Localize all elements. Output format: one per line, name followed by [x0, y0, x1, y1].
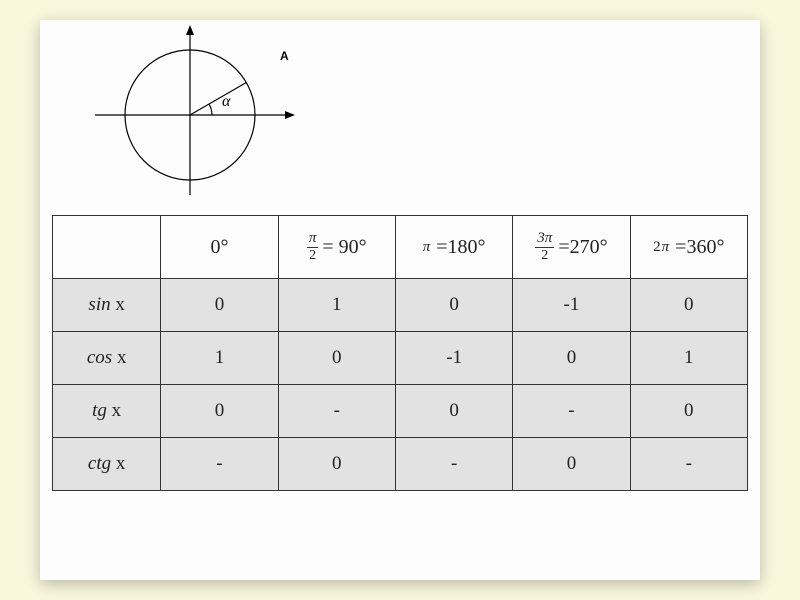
- row-label-sin: sin x: [53, 279, 161, 332]
- row-label-cos: cos x: [53, 332, 161, 385]
- cell: 0: [630, 385, 747, 438]
- cell: 0: [278, 332, 395, 385]
- header-0deg: 0°: [161, 216, 278, 279]
- cell: -1: [395, 332, 512, 385]
- cell: -: [161, 438, 278, 491]
- row-label-ctg: ctg x: [53, 438, 161, 491]
- cell: 1: [278, 279, 395, 332]
- x-axis-arrow: [285, 111, 295, 119]
- trig-values-table: 0° π 2 = 90° π =180°: [52, 215, 748, 491]
- cell: -: [630, 438, 747, 491]
- cell: 0: [278, 438, 395, 491]
- table-header-row: 0° π 2 = 90° π =180°: [53, 216, 748, 279]
- cell: 0: [630, 279, 747, 332]
- row-label-tg: tg x: [53, 385, 161, 438]
- cell: -: [395, 438, 512, 491]
- angle-arc: [209, 104, 212, 115]
- cell: 1: [630, 332, 747, 385]
- point-label: A: [280, 49, 289, 63]
- unit-circle-svg: A α: [80, 20, 300, 210]
- cell: 1: [161, 332, 278, 385]
- table-row: cos x 1 0 -1 0 1: [53, 332, 748, 385]
- radius-line: [190, 83, 246, 116]
- cell: 0: [161, 385, 278, 438]
- header-360deg: 2π =360°: [630, 216, 747, 279]
- header-90deg: π 2 = 90°: [278, 216, 395, 279]
- table-row: tg x 0 - 0 - 0: [53, 385, 748, 438]
- cell: -: [513, 385, 630, 438]
- table-row: sin x 0 1 0 -1 0: [53, 279, 748, 332]
- angle-label: α: [222, 93, 231, 110]
- cell: 0: [395, 279, 512, 332]
- header-180deg: π =180°: [395, 216, 512, 279]
- y-axis-arrow: [186, 25, 194, 35]
- unit-circle-diagram: A α: [80, 20, 300, 210]
- cell: -: [278, 385, 395, 438]
- header-blank: [53, 216, 161, 279]
- header-270deg: 3π 2 =270°: [513, 216, 630, 279]
- cell: 0: [161, 279, 278, 332]
- cell: 0: [395, 385, 512, 438]
- table-row: ctg x - 0 - 0 -: [53, 438, 748, 491]
- cell: -1: [513, 279, 630, 332]
- cell: 0: [513, 438, 630, 491]
- content-panel: A α 0° π 2 = 90°: [40, 20, 760, 580]
- cell: 0: [513, 332, 630, 385]
